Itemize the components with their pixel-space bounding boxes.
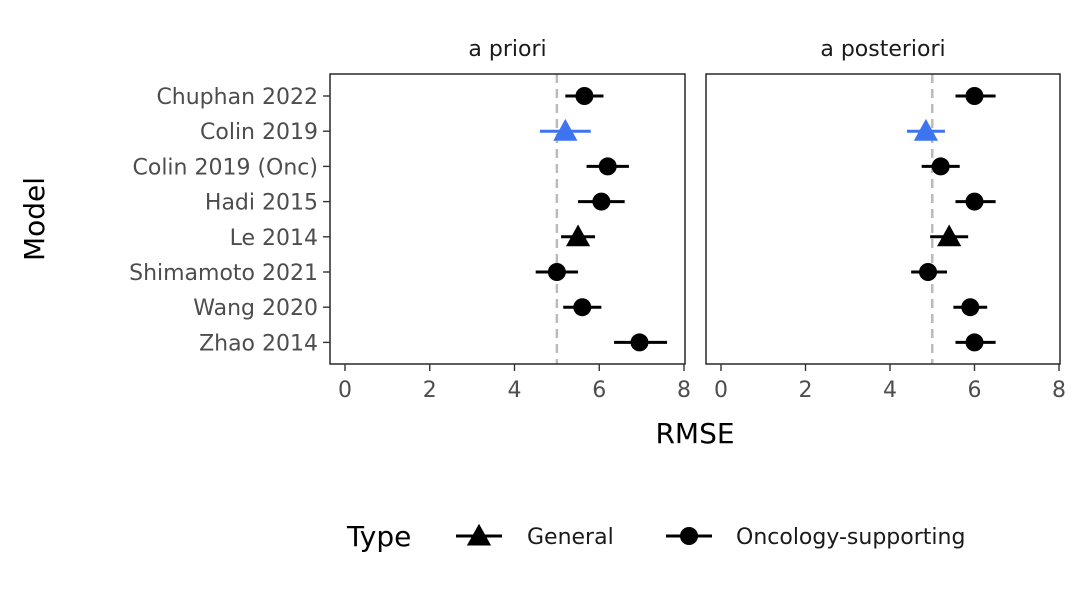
data-point-triangle [565,224,591,247]
panel-title-1: a posteriori [820,37,945,62]
data-point-triangle [553,118,578,141]
y-tick-label: Chuphan 2022 [156,85,318,110]
x-tick-label: 8 [677,378,691,403]
x-tick-label: 2 [423,378,437,403]
x-tick-label: 0 [714,378,728,403]
x-tick-label: 4 [883,378,897,403]
legend-label-oncology: Oncology-supporting [736,525,965,550]
legend-key-triangle [466,523,492,546]
y-tick-label: Le 2014 [230,226,318,251]
legend-label-general: General [527,525,614,550]
y-tick-label: Colin 2019 (Onc) [133,155,319,180]
data-point-circle [965,333,984,352]
y-tick-label: Colin 2019 [200,120,318,145]
y-tick-label: Wang 2020 [193,296,318,321]
data-point-circle [965,192,984,211]
panel-border-0 [329,73,686,365]
data-point-circle [598,157,617,176]
y-tick-label: Zhao 2014 [199,331,318,356]
x-tick-label: 6 [592,378,606,403]
data-point-circle [573,298,592,317]
data-point-circle [919,263,938,281]
data-point-circle [592,192,611,211]
x-tick-label: 8 [1052,378,1066,403]
panel-title-0: a priori [468,37,546,62]
legend-title: Type [346,520,411,553]
y-tick-label: Hadi 2015 [205,191,318,216]
x-tick-label: 6 [968,378,982,403]
x-tick-label: 4 [508,378,522,403]
data-point-circle [961,298,980,317]
x-tick-label: 0 [338,378,352,403]
panel-background-0 [330,74,685,364]
x-tick-label: 2 [799,378,813,403]
data-point-circle [965,87,984,105]
data-point-circle [630,333,649,352]
data-point-circle [547,263,566,281]
legend-key-circle [680,527,698,545]
x-axis-title: RMSE [655,417,734,450]
panel-border-1 [705,73,1061,365]
data-point-circle [931,157,950,176]
data-point-triangle [913,118,939,141]
data-point-triangle [937,224,962,247]
y-axis-title: Model [18,177,51,261]
panel-background-1 [706,74,1060,364]
y-tick-label: Shimamoto 2021 [129,261,318,286]
data-point-circle [575,87,594,105]
